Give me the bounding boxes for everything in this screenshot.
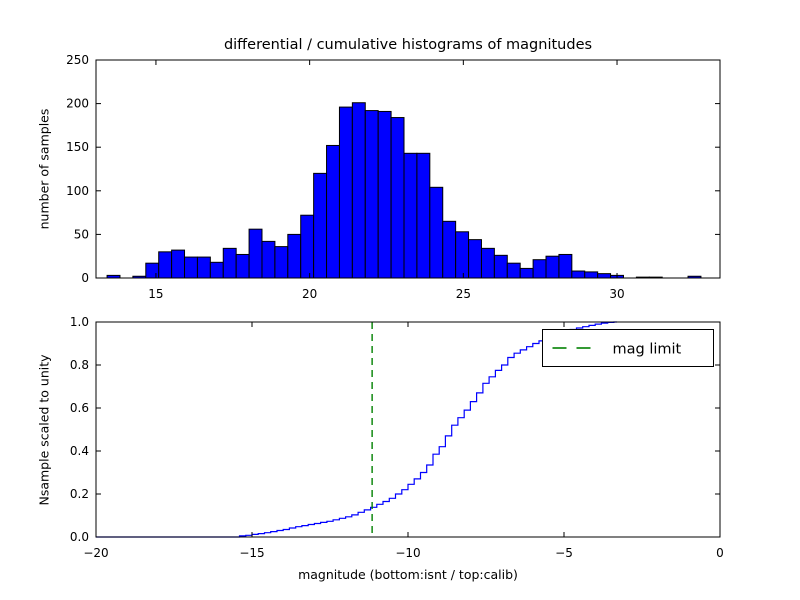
histogram-bar bbox=[584, 271, 599, 279]
histogram-bar bbox=[455, 231, 470, 279]
y-tick-label: 1.0 bbox=[70, 315, 89, 329]
histogram-bar bbox=[429, 186, 444, 279]
x-tick-label: 20 bbox=[302, 287, 317, 301]
y-tick-label: 50 bbox=[74, 227, 89, 241]
y-tick-label: 0.2 bbox=[70, 487, 89, 501]
histogram-bar bbox=[338, 106, 353, 279]
histogram-bar bbox=[196, 256, 211, 279]
x-axis-label: magnitude (bottom:isnt / top:calib) bbox=[298, 567, 518, 582]
histogram-bar bbox=[403, 152, 418, 279]
y-tick-label: 0 bbox=[81, 271, 89, 285]
bottom-y-axis-label: Nsample scaled to unity bbox=[36, 354, 52, 506]
y-tick-label: 0.4 bbox=[70, 444, 89, 458]
x-tick-label: −20 bbox=[83, 546, 108, 560]
histogram-bar bbox=[261, 240, 276, 279]
x-tick-label: 30 bbox=[609, 287, 624, 301]
histogram-bar bbox=[171, 249, 186, 279]
histogram-bar bbox=[480, 247, 495, 279]
axes-frame bbox=[95, 321, 721, 538]
histogram-bar bbox=[442, 220, 457, 279]
histogram-bar bbox=[351, 102, 366, 279]
x-tick-label: −10 bbox=[395, 546, 420, 560]
histogram-bar bbox=[287, 233, 302, 279]
histogram-bar bbox=[468, 239, 482, 279]
y-tick-label: 100 bbox=[66, 184, 89, 198]
histogram-bar bbox=[558, 253, 573, 279]
histogram-bar bbox=[274, 246, 289, 279]
histogram-bar bbox=[300, 214, 315, 279]
axes-frame bbox=[95, 59, 721, 279]
x-tick-label: 25 bbox=[456, 287, 471, 301]
histogram-bar bbox=[390, 117, 405, 279]
y-tick-label: 250 bbox=[66, 53, 89, 67]
y-tick-label: 0.0 bbox=[70, 530, 89, 544]
histogram-bar bbox=[326, 144, 340, 279]
x-tick-label: −15 bbox=[239, 546, 264, 560]
histogram-bar bbox=[313, 172, 328, 279]
legend-label: mag limit bbox=[613, 342, 682, 358]
histogram-bar bbox=[184, 256, 198, 279]
y-tick-label: 0.8 bbox=[70, 358, 89, 372]
histogram-bar bbox=[493, 254, 508, 279]
histogram-bar bbox=[222, 247, 237, 279]
histogram-bar bbox=[235, 253, 250, 279]
histogram-bar bbox=[571, 270, 586, 279]
x-tick-label: 0 bbox=[716, 546, 724, 560]
y-tick-label: 200 bbox=[66, 97, 89, 111]
y-tick-label: 150 bbox=[66, 140, 89, 154]
histogram-bar bbox=[248, 228, 263, 279]
histogram-bar bbox=[145, 262, 160, 279]
top-y-axis-label: number of samples bbox=[36, 108, 52, 230]
cumulative-curve bbox=[96, 321, 617, 538]
histogram-bar bbox=[209, 261, 224, 279]
x-tick-label: −5 bbox=[555, 546, 573, 560]
histogram-bar bbox=[364, 110, 379, 279]
histogram-bar bbox=[532, 259, 547, 279]
histogram-bar bbox=[519, 267, 534, 279]
histogram-bar bbox=[158, 251, 173, 279]
y-tick-label: 0.6 bbox=[70, 401, 89, 415]
histogram-bar bbox=[377, 110, 392, 279]
chart-title: differential / cumulative histograms of … bbox=[223, 37, 593, 53]
x-tick-label: 15 bbox=[148, 287, 163, 301]
histogram-bar bbox=[545, 255, 560, 279]
histogram-bar bbox=[416, 152, 431, 279]
legend-box bbox=[542, 329, 714, 367]
histogram-bar bbox=[597, 273, 612, 279]
histogram-bar bbox=[506, 262, 521, 279]
